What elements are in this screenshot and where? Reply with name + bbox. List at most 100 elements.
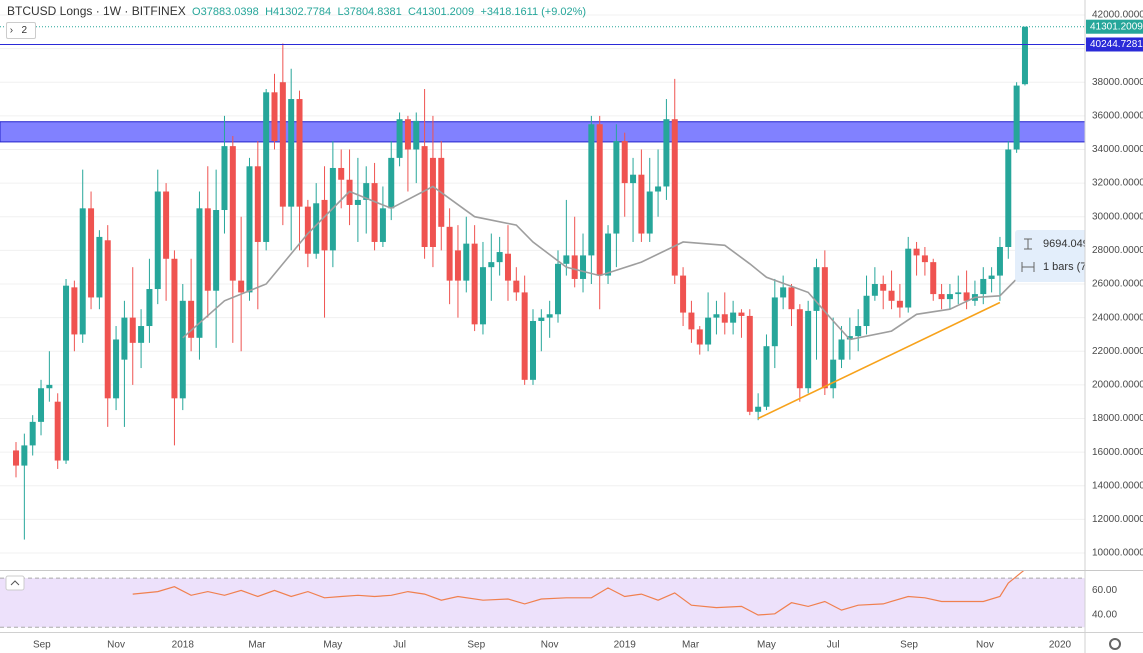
candle-body: [546, 314, 553, 318]
candle-body: [196, 208, 203, 338]
settings-icon[interactable]: [1109, 638, 1121, 650]
candle-body: [738, 312, 745, 316]
ohlc-high: H41302.7784: [265, 6, 332, 18]
candle-body: [788, 287, 795, 310]
rsi-pane: [0, 571, 1085, 628]
candle-body: [471, 243, 478, 325]
candle-body: [204, 208, 211, 291]
y-tick-label: 30000.0000: [1092, 211, 1143, 222]
candle-body: [63, 285, 70, 461]
x-tick-label: Sep: [33, 640, 51, 651]
candle-body: [46, 384, 53, 389]
candle-body: [379, 208, 386, 242]
y-tick-label: 32000.0000: [1092, 178, 1143, 189]
candle-body: [871, 283, 878, 296]
candle-body: [855, 326, 862, 337]
y-tick-label: 42000.0000: [1092, 10, 1143, 21]
candle-body: [588, 124, 595, 256]
candle-body: [646, 191, 653, 234]
candle-body: [129, 317, 136, 343]
candle-body: [154, 191, 161, 290]
candle-body: [930, 262, 937, 295]
candle-body: [688, 312, 695, 330]
candle-body: [288, 99, 295, 207]
candle-body: [363, 183, 370, 200]
candle-body: [980, 278, 987, 295]
candle-body: [388, 157, 395, 209]
candle-body: [713, 314, 720, 318]
candle-body: [29, 421, 36, 446]
candle-body: [730, 312, 737, 323]
candle-body: [504, 253, 511, 281]
y-tick-label: 18000.0000: [1092, 413, 1143, 424]
candle-body: [563, 255, 570, 264]
candle-body: [229, 146, 236, 281]
candle-body: [121, 317, 128, 360]
candle-body: [580, 255, 587, 279]
candle-body: [555, 263, 562, 315]
candle-body: [796, 309, 803, 389]
candle-body: [838, 339, 845, 360]
x-tick-label: 2020: [1049, 640, 1072, 651]
candle-body: [630, 174, 637, 184]
x-tick-label: May: [757, 640, 776, 651]
candle-body: [188, 300, 195, 338]
indicator-toggle[interactable]: › 2: [6, 22, 36, 39]
candle-body: [71, 287, 78, 335]
trend-line: [757, 301, 1001, 420]
x-tick-label: 2019: [614, 640, 637, 651]
candle-body: [988, 275, 995, 279]
rsi-tick-label: 40.00: [1092, 610, 1117, 621]
candle-body: [371, 183, 378, 242]
candle-body: [605, 233, 612, 276]
y-tick-label: 38000.0000: [1092, 77, 1143, 88]
x-tick-label: Nov: [976, 640, 994, 651]
candle-body: [538, 317, 545, 321]
candle-body: [780, 287, 787, 298]
candle-body: [821, 267, 828, 389]
candle-body: [921, 255, 928, 263]
candle-body: [38, 388, 45, 422]
candle-body: [104, 240, 111, 399]
ohlc-change: +3418.1611 (+9.02%): [480, 6, 587, 18]
y-tick-label: 28000.0000: [1092, 245, 1143, 256]
y-tick-label: 22000.0000: [1092, 346, 1143, 357]
candle-body: [488, 262, 495, 268]
indicator-count: 2: [21, 25, 28, 36]
candle-body: [513, 280, 520, 293]
candle-body: [296, 99, 303, 207]
candle-body: [21, 445, 28, 466]
candle-body: [938, 294, 945, 300]
y-tick-label: 12000.0000: [1092, 514, 1143, 525]
rsi-tick-label: 60.00: [1092, 585, 1117, 596]
candle-body: [304, 206, 311, 254]
candle-body: [354, 199, 361, 205]
candle-body: [213, 210, 220, 291]
candle-body: [54, 401, 61, 461]
ohlc-open: O37883.0398: [192, 6, 259, 18]
ohlc-low: L37804.8381: [337, 6, 402, 18]
y-tick-label: 36000.0000: [1092, 110, 1143, 121]
x-tick-label: Jul: [827, 640, 840, 651]
candle-body: [413, 120, 420, 150]
x-tick-label: Jul: [393, 640, 406, 651]
price-label: 40244.7281: [1090, 39, 1143, 50]
candle-body: [179, 300, 186, 399]
candle-body: [621, 141, 628, 184]
x-tick-label: Nov: [107, 640, 125, 651]
candle-body: [13, 450, 20, 466]
candle-body: [863, 295, 870, 327]
candle-body: [596, 124, 603, 276]
legend: BTCUSD Longs · 1W · BITFINEX O37883.0398…: [7, 4, 589, 18]
y-tick-label: 20000.0000: [1092, 380, 1143, 391]
x-tick-label: Mar: [248, 640, 266, 651]
candle-body: [613, 141, 620, 234]
candle-body: [88, 208, 95, 298]
candle-body: [880, 283, 887, 291]
candle-body: [396, 119, 403, 158]
collapse-button[interactable]: [5, 575, 25, 591]
candle-body: [946, 294, 953, 300]
price-label-box: [1086, 37, 1143, 52]
y-tick-label: 26000.0000: [1092, 279, 1143, 290]
price-label: 41301.2009: [1090, 21, 1143, 32]
